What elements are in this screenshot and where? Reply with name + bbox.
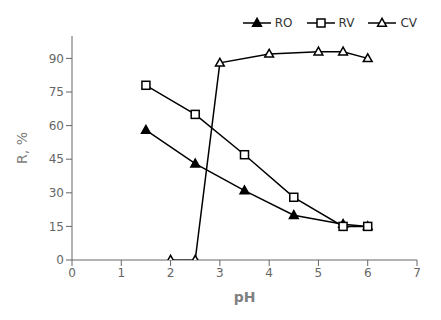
svg-text:4: 4 — [265, 266, 273, 280]
svg-text:7: 7 — [413, 266, 421, 280]
html-text:CV: CV — [400, 16, 417, 30]
svg-text:0: 0 — [56, 253, 64, 267]
svg-text:R, %: R, % — [14, 132, 30, 164]
svg-text:5: 5 — [315, 266, 323, 280]
html-text:RO: RO — [274, 16, 293, 30]
svg-text:pH: pH — [234, 289, 256, 305]
svg-text:1: 1 — [117, 266, 125, 280]
svg-text:90: 90 — [49, 52, 64, 66]
svg-text:30: 30 — [49, 186, 64, 200]
html-text:RV: RV — [338, 16, 355, 30]
svg-text:60: 60 — [49, 119, 64, 133]
svg-text:2: 2 — [167, 266, 175, 280]
svg-text:0: 0 — [68, 266, 76, 280]
svg-text:45: 45 — [49, 152, 64, 166]
svg-text:6: 6 — [364, 266, 372, 280]
svg-text:3: 3 — [216, 266, 224, 280]
svg-text:75: 75 — [49, 85, 64, 99]
svg-text:15: 15 — [49, 220, 64, 234]
